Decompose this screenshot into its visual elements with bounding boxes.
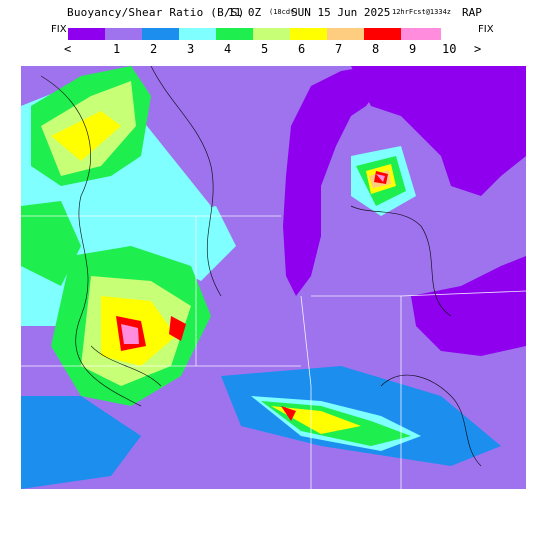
county-contours (40, 66, 482, 467)
field-band-3-center (171, 206, 236, 281)
model-name: RAP (462, 6, 482, 19)
scale-swatch-6 (253, 28, 290, 40)
legend-tick-6: 6 (298, 42, 306, 56)
color-scale-bar (68, 28, 441, 40)
forecast-date: SUN 15 Jun 2025 (291, 6, 391, 19)
legend-arrow-high: > (474, 42, 482, 56)
legend-tick-8: 8 (372, 42, 380, 56)
scale-swatch-3 (142, 28, 179, 40)
legend-tick-3: 3 (187, 42, 195, 56)
scale-swatch-5 (216, 28, 253, 40)
field-band-9-hotspot-2 (376, 174, 385, 182)
scale-swatch-9 (364, 28, 401, 40)
scale-swatch-10 (401, 28, 441, 40)
legend-fix-right: FIX (478, 24, 494, 35)
field-band-9-hotspot-1 (121, 324, 139, 344)
scale-swatch-8 (327, 28, 364, 40)
scale-swatch-4 (179, 28, 216, 40)
valid-time: (18cdt) (269, 8, 299, 16)
legend-tick-1: 1 (113, 42, 121, 56)
map-field (21, 66, 526, 489)
field-band-8-hotspot-4 (281, 406, 296, 421)
legend-fix-left: FIX (51, 24, 67, 35)
cycle-time: 11 0Z (228, 6, 262, 19)
legend-arrow-low: < (64, 42, 72, 56)
forecast-info: 12hrFcst@1334z (392, 8, 452, 16)
legend-tick-10: 10 (442, 42, 457, 56)
lake-erie-region (411, 256, 526, 356)
lake-superior-and-huron (351, 66, 526, 196)
legend-tick-5: 5 (261, 42, 269, 56)
legend-tick-7: 7 (335, 42, 343, 56)
forecast-map (21, 66, 526, 489)
state-boundaries (21, 215, 526, 489)
field-band-2-southwest (21, 396, 141, 489)
product-title: Buoyancy/Shear Ratio (B/S) (67, 6, 245, 19)
field-band-4-west (21, 201, 81, 286)
lake-michigan (283, 66, 381, 296)
map-title: Buoyancy/Shear Ratio (B/S) 11 0Z (18cdt)… (0, 4, 548, 24)
legend-tick-4: 4 (224, 42, 232, 56)
field-band-6-northwest (51, 111, 121, 161)
scale-swatch-1 (68, 28, 105, 40)
field-band-8-hotspot-2 (169, 316, 186, 341)
scale-swatch-2 (105, 28, 142, 40)
legend-tick-9: 9 (409, 42, 417, 56)
scale-swatch-7 (290, 28, 327, 40)
legend-tick-2: 2 (150, 42, 158, 56)
